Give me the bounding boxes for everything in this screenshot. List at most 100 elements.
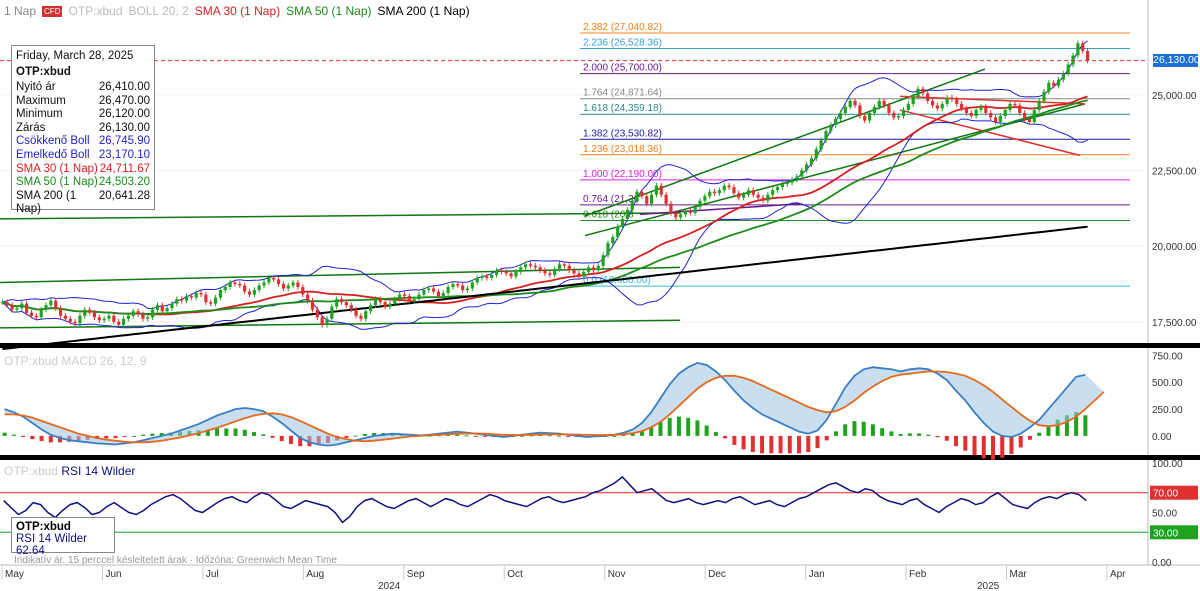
trend-line [899, 95, 1086, 105]
candle-body [136, 311, 140, 315]
candle-body [533, 265, 537, 268]
macd-histogram-bar [787, 435, 792, 454]
candle-body [146, 317, 150, 319]
info-row-label: Minimum [16, 108, 63, 121]
candle-body [223, 287, 227, 291]
candle-body [369, 305, 373, 312]
macd-histogram-bar [778, 435, 783, 454]
panel-divider-2 [0, 455, 1200, 460]
macd-histogram-bar [446, 434, 451, 436]
macd-histogram-bar [233, 428, 238, 436]
candle-body [858, 105, 862, 116]
price-tick-label: 25,000.00 [1152, 91, 1197, 102]
candle-body [688, 211, 692, 213]
macd-tick-label: 500.00 [1152, 378, 1183, 389]
macd-histogram-bar [261, 434, 266, 436]
macd-histogram-bar [843, 424, 848, 436]
rsi-label-name: RSI 14 Wilder [61, 464, 136, 478]
legend-sma200: SMA 200 (1 Nap) [377, 4, 470, 18]
candle-body [867, 112, 872, 121]
macd-histogram-bar [455, 434, 460, 436]
candle-body [44, 305, 48, 310]
candle-body [54, 300, 58, 309]
rsi-line [3, 475, 1087, 524]
macd-histogram-bar [298, 435, 303, 447]
candle-body [698, 200, 702, 207]
candle-body [10, 305, 14, 310]
macd-histogram-bar [547, 435, 552, 437]
info-row-label: SMA 30 (1 Nap) [16, 162, 98, 175]
candle-body [1071, 55, 1075, 65]
macd-histogram-bar [1000, 435, 1005, 458]
macd-histogram-bar [760, 435, 765, 454]
candle-body [490, 274, 494, 278]
info-row: Minimum 26,120.00 [16, 108, 150, 122]
candle-body [107, 315, 111, 319]
candle-body [233, 282, 237, 284]
macd-histogram-bar [566, 435, 571, 437]
candle-body [790, 179, 794, 183]
rsi-tick-label: 70.00 [1153, 489, 1178, 500]
macd-histogram-bar [279, 435, 284, 442]
candle-body [1027, 119, 1032, 123]
info-row-value: 26,120.00 [98, 108, 150, 121]
candle-body [451, 283, 455, 288]
candle-body [582, 271, 586, 277]
candle-body [1052, 82, 1056, 86]
footnote: Indikatív ár. 15 perccel késleltetett ár… [14, 555, 337, 566]
candle-body [645, 196, 649, 204]
macd-histogram-bar [11, 434, 16, 436]
macd-histogram-bar [824, 435, 829, 441]
candle-body [417, 294, 421, 300]
candle-body [126, 315, 130, 319]
candle-body [1032, 109, 1036, 123]
macd-histogram-bar [104, 435, 109, 439]
macd-histogram-bar [750, 435, 755, 452]
candle-body [669, 203, 673, 213]
macd-histogram-bar [122, 435, 127, 437]
info-row: Zárás 26,130.00 [16, 122, 150, 136]
macd-histogram-bar [113, 435, 118, 439]
macd-histogram-bar [861, 421, 866, 436]
candle-body [504, 271, 508, 274]
rsi-level-tag [1150, 485, 1198, 500]
candle-body [112, 315, 116, 322]
candle-body [683, 211, 688, 215]
candle-body [349, 305, 353, 310]
candle-body [640, 191, 644, 197]
macd-tick-label: 0.00 [1152, 432, 1172, 443]
candle-body [5, 302, 9, 306]
candle-body [359, 315, 363, 319]
candle-body [809, 158, 814, 165]
macd-histogram-bar [224, 428, 229, 436]
candle-body [911, 96, 915, 104]
macd-histogram-bar [1046, 425, 1051, 436]
info-row: Emelkedő Boll 23,170.10 [16, 149, 150, 163]
sma50-line [2, 99, 1088, 315]
candle-body [775, 187, 780, 191]
candle-body [330, 306, 334, 319]
info-row-label: Csökkenő Boll [16, 135, 90, 148]
macd-histogram-bar [917, 433, 922, 436]
info-row-value: 24,503.20 [98, 176, 150, 189]
candle-body [679, 214, 683, 218]
year-label: 2024 [378, 581, 401, 591]
candle-body [780, 184, 784, 188]
candle-body [630, 200, 634, 210]
price-tick-label: 22,500.00 [1152, 166, 1197, 177]
candle-body [1003, 109, 1007, 116]
candle-body [310, 300, 315, 310]
candle-body [805, 164, 809, 171]
info-row: Csökkenő Boll 26,745.90 [16, 135, 150, 149]
macd-histogram-bar [667, 417, 672, 436]
candle-body [732, 187, 736, 194]
macd-histogram-bar [870, 424, 875, 436]
candle-body [102, 318, 106, 321]
candle-body [553, 268, 557, 275]
macd-histogram-bar [48, 435, 53, 443]
candle-body [572, 270, 576, 274]
candle-body [887, 105, 891, 113]
macd-histogram-bar [150, 433, 155, 436]
macd-signal-line [4, 370, 1105, 444]
